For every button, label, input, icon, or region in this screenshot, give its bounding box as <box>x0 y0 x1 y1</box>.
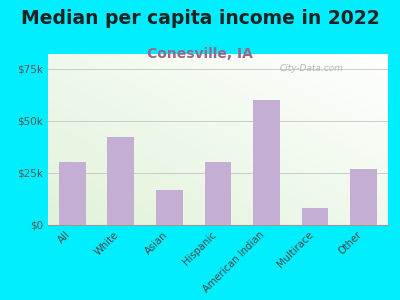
Bar <box>59 162 86 225</box>
Bar <box>156 190 183 225</box>
Text: Median per capita income in 2022: Median per capita income in 2022 <box>21 9 379 28</box>
Bar <box>350 169 377 225</box>
Bar <box>205 162 231 225</box>
Text: City-Data.com: City-Data.com <box>279 64 343 73</box>
Bar <box>302 208 328 225</box>
Text: Conesville, IA: Conesville, IA <box>147 46 253 61</box>
Bar <box>253 100 280 225</box>
Bar <box>108 137 134 225</box>
